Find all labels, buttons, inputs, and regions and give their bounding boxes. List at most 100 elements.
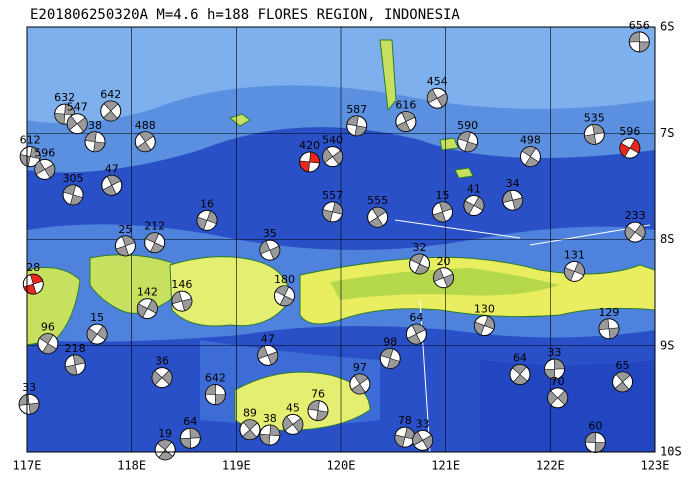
depth-label: 96 xyxy=(41,321,55,334)
beachball xyxy=(379,348,401,369)
compressional-quadrants xyxy=(412,431,433,450)
depth-label: 642 xyxy=(100,88,121,101)
beachball xyxy=(463,195,485,216)
compressional-quadrants xyxy=(628,31,650,53)
compressional-quadrants xyxy=(457,131,478,153)
beachball xyxy=(547,387,569,409)
beachball xyxy=(322,201,344,223)
compressional-quadrants xyxy=(521,146,540,167)
depth-label: 33 xyxy=(416,417,430,430)
depth-label: 97 xyxy=(353,361,367,374)
compressional-quadrants xyxy=(63,184,84,206)
depth-label: 596 xyxy=(619,125,640,138)
lon-tick-label: 119E xyxy=(222,459,251,473)
beachball xyxy=(544,358,566,380)
beachball xyxy=(563,260,585,282)
compressional-quadrants xyxy=(410,253,429,275)
compressional-quadrants xyxy=(179,427,201,449)
depth-label: 64 xyxy=(183,415,197,428)
depth-label: 33 xyxy=(548,346,562,359)
depth-label: 587 xyxy=(346,103,367,116)
beachball xyxy=(101,174,123,196)
compressional-quadrants xyxy=(396,111,416,132)
beachball xyxy=(519,146,541,168)
depth-label: 590 xyxy=(457,119,478,132)
beachball xyxy=(395,111,417,133)
depth-label: 47 xyxy=(105,162,119,175)
beachball xyxy=(307,400,329,422)
compressional-quadrants xyxy=(259,424,281,446)
compressional-quadrants xyxy=(259,240,281,260)
depth-label: 15 xyxy=(90,311,104,324)
depth-label: 535 xyxy=(584,111,605,124)
beachball xyxy=(86,323,108,345)
depth-label: 16 xyxy=(200,197,214,210)
beachball xyxy=(282,413,304,435)
compressional-quadrants xyxy=(275,285,294,307)
compressional-quadrants xyxy=(171,291,193,312)
beachball xyxy=(412,429,434,451)
beachball xyxy=(367,206,389,228)
compressional-quadrants xyxy=(145,232,165,253)
beachball xyxy=(509,363,531,385)
lon-tick-label: 118E xyxy=(117,459,146,473)
beachball xyxy=(619,137,641,159)
beachball xyxy=(612,371,634,393)
compressional-quadrants xyxy=(307,400,329,421)
map-title: E201806250320A M=4.6 h=188 FLORES REGION… xyxy=(30,7,460,23)
beachball xyxy=(432,201,454,223)
depth-label: 488 xyxy=(135,119,156,132)
depth-label: 25 xyxy=(118,223,132,236)
compressional-quadrants xyxy=(86,325,108,343)
depth-label: 41 xyxy=(467,183,481,196)
beachball xyxy=(409,253,430,275)
depth-label: 596 xyxy=(34,146,55,159)
compressional-quadrants xyxy=(624,223,646,241)
depth-label: 130 xyxy=(474,303,495,316)
depth-label: 32 xyxy=(413,241,427,254)
beachball xyxy=(273,285,295,307)
depth-label: 76 xyxy=(311,388,325,401)
depth-label: 38 xyxy=(263,412,277,425)
compressional-quadrants xyxy=(351,373,369,395)
depth-label: 656 xyxy=(629,19,650,32)
beachball xyxy=(405,323,427,345)
depth-label: 60 xyxy=(588,419,602,432)
depth-label: 218 xyxy=(65,342,86,355)
lon-tick-label: 122E xyxy=(536,459,565,473)
depth-label: 28 xyxy=(26,261,40,274)
beachball xyxy=(22,273,44,295)
compressional-quadrants xyxy=(433,268,454,288)
depth-label: 555 xyxy=(367,194,388,207)
beachball xyxy=(259,239,281,261)
beachball xyxy=(628,31,650,53)
map-frame xyxy=(26,26,656,453)
beachball xyxy=(473,315,495,337)
beachball xyxy=(179,427,201,449)
beachball xyxy=(100,100,122,122)
compressional-quadrants xyxy=(18,393,40,415)
depth-label: 129 xyxy=(598,306,619,319)
compressional-quadrants xyxy=(406,323,426,345)
beachball xyxy=(62,184,84,206)
depth-label: 612 xyxy=(20,134,41,147)
compressional-quadrants xyxy=(102,100,119,122)
depth-label: 15 xyxy=(436,189,450,202)
depth-label: 557 xyxy=(322,189,343,202)
depth-label: 65 xyxy=(616,359,630,372)
beachball xyxy=(114,235,136,257)
compressional-quadrants xyxy=(242,419,258,440)
depth-label: 547 xyxy=(67,101,88,114)
beachball xyxy=(322,146,344,168)
depth-label: 420 xyxy=(299,139,320,152)
depth-label: 540 xyxy=(322,134,343,147)
beachball xyxy=(171,290,193,312)
beachball xyxy=(134,131,156,153)
compressional-quadrants xyxy=(584,124,605,145)
beachball xyxy=(18,393,40,415)
beachball xyxy=(66,113,88,135)
beachball xyxy=(426,87,448,109)
beachball xyxy=(239,419,261,441)
compressional-quadrants xyxy=(137,299,158,318)
